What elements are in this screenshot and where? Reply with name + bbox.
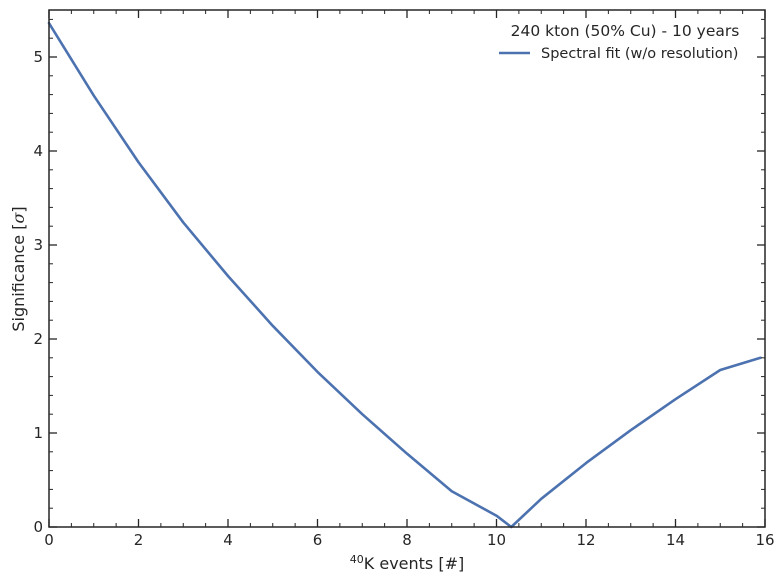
y-tick-label: 0 (33, 518, 43, 536)
y-tick-label: 4 (33, 142, 43, 160)
y-tick-label: 1 (33, 424, 43, 442)
x-tick-label: 12 (576, 531, 595, 549)
y-axis-label-text: Significance [ (9, 224, 28, 332)
legend: 240 kton (50% Cu) - 10 years Spectral fi… (499, 22, 739, 62)
y-axis-label-end: ] (9, 206, 28, 212)
legend-title: 240 kton (50% Cu) - 10 years (511, 22, 740, 40)
y-axis-label: Significance [σ] (9, 206, 28, 331)
y-axis-label-sigma: σ (9, 212, 28, 224)
x-axis-label-superscript: 40 (350, 553, 364, 566)
x-tick-label: 8 (402, 531, 412, 549)
x-tick-label: 10 (487, 531, 506, 549)
x-tick-label: 6 (313, 531, 323, 549)
data-layer (47, 21, 762, 529)
legend-entry-label: Spectral fit (w/o resolution) (541, 46, 738, 62)
series-line-spectral-fit (47, 21, 762, 529)
y-tick-label: 5 (33, 48, 43, 66)
x-axis-label-text: K events [#] (364, 554, 464, 573)
x-tick-label: 16 (755, 531, 774, 549)
x-tick-label: 4 (223, 531, 233, 549)
x-tick-label: 14 (666, 531, 685, 549)
x-axis-label: 40K events [#] (350, 553, 464, 573)
y-tick-label: 2 (33, 330, 43, 348)
x-tick-label: 2 (134, 531, 144, 549)
y-tick-label: 3 (33, 236, 43, 254)
axes-frame (48, 9, 766, 528)
x-tick-label: 0 (44, 531, 54, 549)
